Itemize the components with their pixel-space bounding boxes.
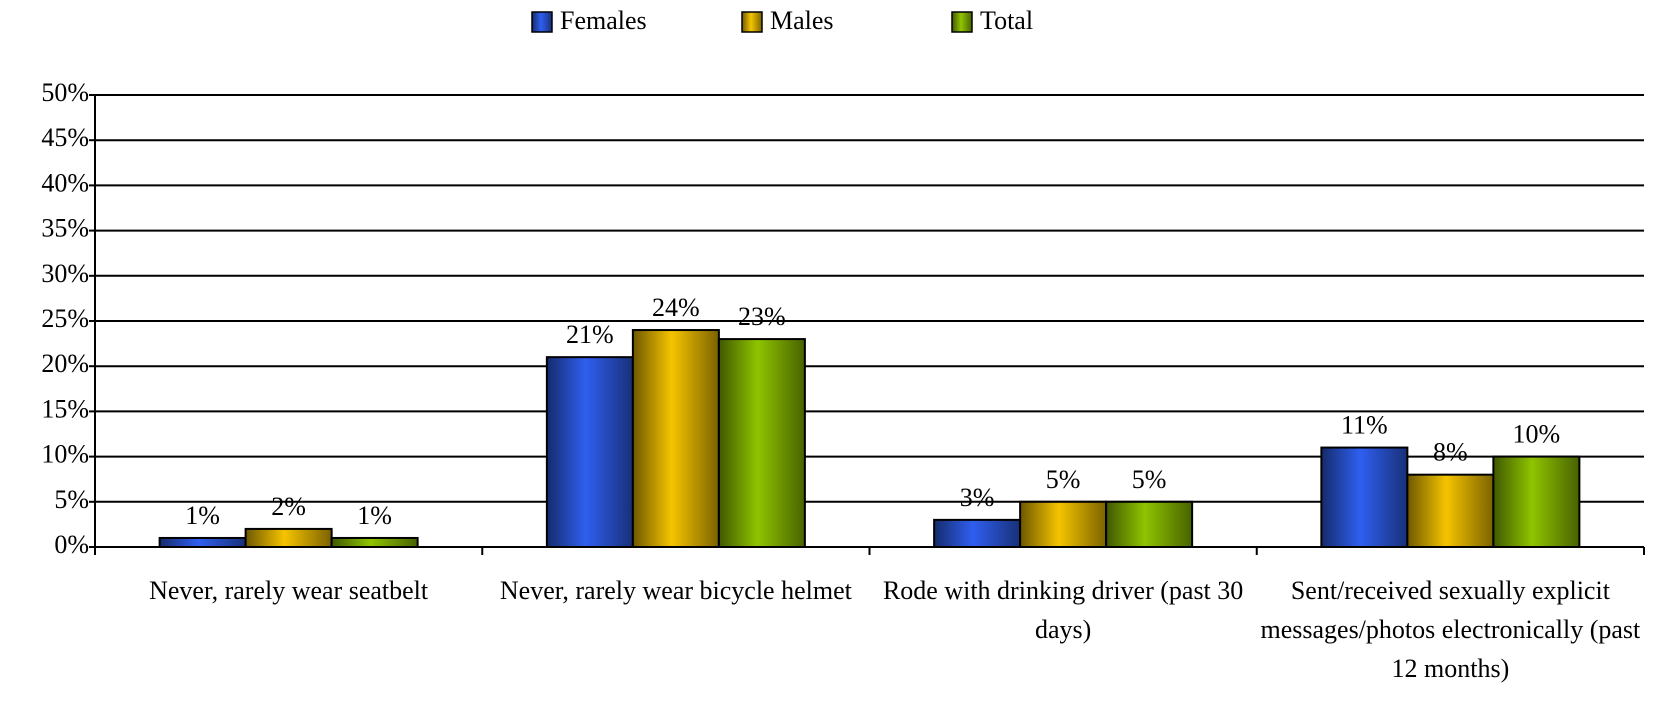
data-label: 24%: [652, 293, 700, 322]
y-tick-label: 45%: [41, 123, 89, 152]
bar: [1320, 446, 1409, 548]
legend-label: Total: [980, 6, 1033, 35]
data-label: 5%: [1132, 465, 1167, 494]
y-tick-label: 30%: [41, 259, 89, 288]
data-label: 5%: [1046, 465, 1081, 494]
bar: [244, 527, 333, 548]
data-label: 1%: [185, 501, 220, 530]
bar: [631, 329, 720, 549]
bar: [1019, 500, 1108, 548]
data-label: 21%: [566, 320, 614, 349]
y-tick-label: 35%: [41, 214, 89, 243]
bar: [158, 536, 247, 549]
bar: [545, 356, 634, 548]
data-label: 1%: [357, 501, 392, 530]
data-label: 8%: [1433, 438, 1468, 467]
y-tick-label: 50%: [41, 78, 89, 107]
legend-label: Females: [560, 6, 647, 35]
bar: [1105, 500, 1194, 548]
bar: [1406, 473, 1495, 548]
legend-swatch: [741, 11, 763, 33]
bar: [1492, 455, 1581, 549]
data-label: 11%: [1341, 411, 1388, 440]
data-label: 2%: [271, 492, 306, 521]
data-label: 23%: [738, 302, 786, 331]
y-tick-label: 5%: [54, 485, 89, 514]
x-tick-label: Rode with drinking driver (past 30 days): [882, 576, 1244, 644]
y-tick-label: 20%: [41, 349, 89, 378]
y-tick-label: 10%: [41, 440, 89, 469]
bar: [933, 518, 1022, 549]
x-tick-label: Never, rarely wear seatbelt: [149, 576, 429, 605]
bar: [330, 536, 419, 549]
x-tick-label: Never, rarely wear bicycle helmet: [499, 576, 852, 605]
bar: [717, 338, 806, 548]
x-tick-label: Sent/received sexually explicit messages…: [1260, 576, 1641, 683]
data-label: 3%: [960, 483, 995, 512]
y-tick-label: 40%: [41, 168, 89, 197]
legend-swatch: [531, 11, 553, 33]
legend-label: Males: [770, 6, 834, 35]
y-tick-label: 0%: [54, 530, 89, 559]
legend-swatch: [951, 11, 973, 33]
data-label: 10%: [1513, 420, 1561, 449]
y-tick-label: 15%: [41, 394, 89, 423]
y-tick-label: 25%: [41, 304, 89, 333]
